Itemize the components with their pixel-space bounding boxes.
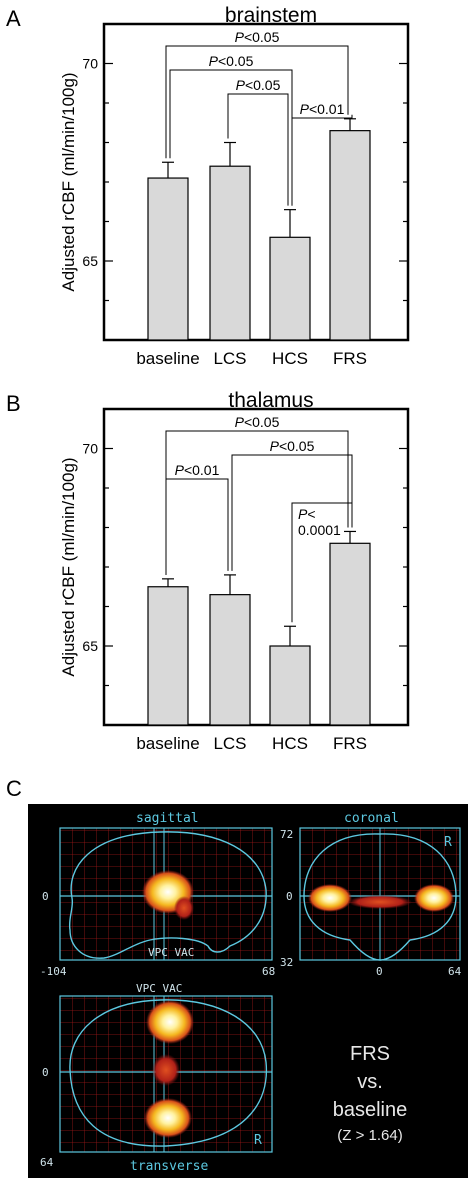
- significance-bracket: [165, 45, 349, 159]
- p-value-label: P<0.05: [235, 414, 280, 430]
- panel-letter: B: [6, 391, 21, 416]
- sagittal-y0: 0: [42, 890, 49, 903]
- transverse-label: transverse: [130, 1159, 208, 1174]
- category-label: HCS: [272, 734, 308, 753]
- caption-vs: vs.: [357, 1071, 383, 1093]
- category-label: HCS: [272, 349, 308, 368]
- y-tick-label: 65: [82, 253, 98, 269]
- transverse-bottom: 64: [40, 1156, 54, 1169]
- p-value-label: P<0.05: [236, 77, 281, 93]
- bar-baseline: [147, 586, 189, 726]
- caption-frs: FRS: [350, 1043, 390, 1065]
- caption-z-threshold: (Z > 1.64): [337, 1127, 402, 1144]
- brain-activation-map: sagittal VPC VAC 0 -104 68 coronal 72 0 …: [28, 804, 468, 1178]
- category-label: LCS: [213, 349, 246, 368]
- sagittal-vpc-vac: VPC VAC: [148, 946, 194, 959]
- coronal-view: coronal 72 0 32 0 64 R: [280, 811, 462, 978]
- sagittal-x-left: -104: [40, 965, 67, 978]
- p-value-label: P<0.01: [300, 101, 345, 117]
- y-tick-label: 70: [82, 56, 98, 72]
- bar-frs: [329, 130, 371, 341]
- coronal-label: coronal: [344, 811, 399, 826]
- significance-bracket: [227, 93, 289, 206]
- sagittal-label: sagittal: [136, 811, 199, 826]
- transverse-r-marker: R: [254, 1133, 262, 1148]
- panel-letter: A: [6, 6, 21, 31]
- category-label: LCS: [213, 734, 246, 753]
- coronal-x0: 0: [376, 965, 383, 978]
- coronal-top: 72: [280, 828, 293, 841]
- contrast-caption: FRS vs. baseline (Z > 1.64): [333, 1043, 408, 1144]
- coronal-r-marker: R: [444, 835, 452, 850]
- coronal-y0: 0: [286, 890, 293, 903]
- transverse-view: VPC VAC 0 64 R transverse: [40, 982, 273, 1174]
- y-axis-label: Adjusted rCBF (ml/min/100g): [59, 457, 78, 676]
- bar-baseline: [147, 177, 189, 341]
- chart-title: thalamus: [228, 389, 313, 412]
- bar-lcs: [209, 165, 251, 341]
- sagittal-view: sagittal VPC VAC 0 -104 68: [40, 811, 275, 978]
- p-value-label: P<0.05: [270, 438, 315, 454]
- p-value-label: P< 0.0001: [298, 506, 341, 538]
- caption-baseline: baseline: [333, 1099, 408, 1121]
- significance-bracket: [291, 502, 353, 623]
- p-value-label: P<0.05: [209, 53, 254, 69]
- coronal-bottom: 32: [280, 956, 293, 969]
- category-label: FRS: [333, 349, 367, 368]
- category-label: baseline: [136, 349, 199, 368]
- bar-lcs: [209, 594, 251, 726]
- chart-title: brainstem: [225, 4, 317, 27]
- transverse-brain-outline: [69, 999, 268, 1147]
- significance-bracket: [291, 114, 353, 206]
- bar-frs: [329, 542, 371, 726]
- p-value-label: P<0.01: [175, 462, 220, 478]
- panel-letter-c: C: [6, 776, 22, 801]
- y-tick-label: 65: [82, 638, 98, 654]
- transverse-y0: 0: [42, 1066, 49, 1079]
- bar-hcs: [269, 645, 311, 726]
- panel-c: C: [0, 770, 471, 1181]
- sagittal-brain-outline: [68, 831, 267, 959]
- coronal-x-right: 64: [448, 965, 462, 978]
- p-value-label: P<0.05: [235, 29, 280, 45]
- category-label: FRS: [333, 734, 367, 753]
- category-label: baseline: [136, 734, 199, 753]
- y-axis-label: Adjusted rCBF (ml/min/100g): [59, 72, 78, 291]
- transverse-vpc-vac: VPC VAC: [136, 982, 182, 995]
- significance-bracket: [165, 478, 229, 575]
- bar-hcs: [269, 236, 311, 341]
- y-tick-label: 70: [82, 441, 98, 457]
- sagittal-x-right: 68: [262, 965, 275, 978]
- significance-bracket: [231, 454, 353, 571]
